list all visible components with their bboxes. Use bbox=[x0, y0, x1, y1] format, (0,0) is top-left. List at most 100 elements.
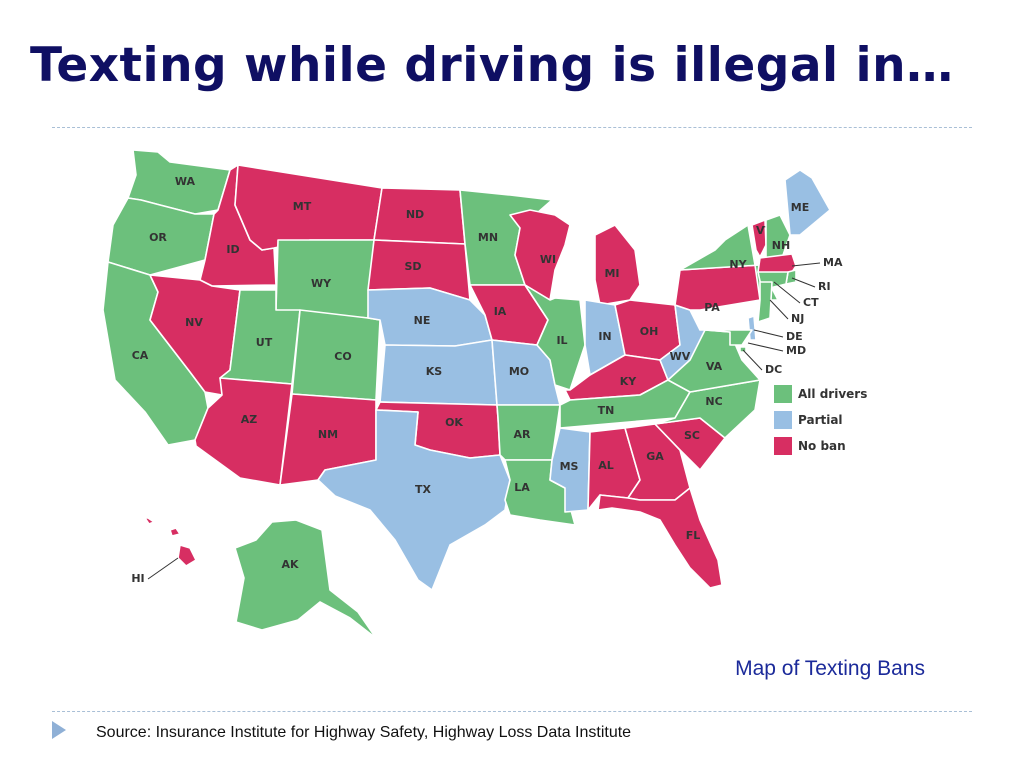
legend-swatch-partial bbox=[774, 411, 792, 429]
state-label-tx: TX bbox=[415, 483, 432, 496]
state-label-nc: NC bbox=[705, 395, 722, 408]
state-label-de: DE bbox=[786, 330, 803, 343]
state-ak: AK bbox=[234, 519, 377, 639]
state-nh: NH bbox=[765, 214, 791, 259]
state-shape-mi bbox=[594, 224, 641, 306]
state-label-pa: PA bbox=[704, 301, 720, 314]
state-label-ct: CT bbox=[803, 296, 819, 309]
state-label-ak: AK bbox=[281, 558, 299, 571]
state-shape-vt bbox=[751, 219, 767, 258]
state-label-me: ME bbox=[791, 201, 809, 214]
state-shape-hi bbox=[177, 544, 197, 567]
state-label-ny: NY bbox=[729, 258, 747, 271]
top-divider bbox=[52, 127, 972, 128]
state-label-al: AL bbox=[598, 459, 614, 472]
legend-item-partial: Partial bbox=[774, 407, 867, 433]
state-nd: ND bbox=[373, 187, 466, 245]
state-shape-tx bbox=[317, 409, 511, 591]
leader-line-hi bbox=[147, 557, 179, 580]
state-label-mt: MT bbox=[293, 200, 312, 213]
state-label-co: CO bbox=[334, 350, 351, 363]
source-text: Source: Insurance Institute for Highway … bbox=[96, 724, 632, 741]
state-label-ia: IA bbox=[494, 305, 507, 318]
state-label-or: OR bbox=[149, 231, 167, 244]
leader-line-ma bbox=[791, 262, 821, 267]
state-label-ne: NE bbox=[414, 314, 431, 327]
state-label-sc: SC bbox=[684, 429, 700, 442]
state-shape-md bbox=[704, 329, 753, 346]
state-label-wa: WA bbox=[175, 175, 196, 188]
legend-label-all: All drivers bbox=[798, 387, 868, 401]
state-ks: KS bbox=[379, 339, 498, 406]
state-label-fl: FL bbox=[686, 529, 701, 542]
state-shape-dc bbox=[739, 346, 747, 353]
state-ar: AR bbox=[496, 404, 561, 461]
leader-line-nj bbox=[769, 299, 789, 320]
state-shape-nj bbox=[757, 281, 773, 323]
state-nj: NJ bbox=[757, 281, 804, 325]
state-label-nj: NJ bbox=[791, 312, 804, 325]
state-label-md: MD bbox=[786, 344, 806, 357]
state-ri: RI bbox=[785, 269, 831, 293]
us-texting-ban-map: WA OR CA ID NV MT WY UT AZ CO NM ND SD NE KS OK TX MN IA MO… bbox=[100, 140, 860, 650]
map-caption: Map of Texting Bans bbox=[735, 657, 925, 680]
state-co: CO bbox=[291, 309, 381, 401]
us-map-svg: WA OR CA ID NV MT WY UT AZ CO NM ND SD NE KS OK TX MN IA MO… bbox=[102, 149, 843, 639]
state-hi: HI bbox=[131, 517, 197, 585]
state-label-oh: OH bbox=[640, 325, 659, 338]
state-wi: WI bbox=[509, 209, 571, 301]
leader-line-ct bbox=[773, 281, 801, 304]
state-label-mi: MI bbox=[604, 267, 619, 280]
legend-label-none: No ban bbox=[798, 439, 846, 453]
state-pa: PA bbox=[674, 264, 761, 314]
state-label-nd: ND bbox=[406, 208, 424, 221]
state-shape-co bbox=[291, 309, 381, 401]
state-ms: MS bbox=[549, 427, 591, 513]
leader-line-ri bbox=[791, 277, 816, 288]
state-label-wv: WV bbox=[670, 350, 691, 363]
state-label-ar: AR bbox=[514, 428, 532, 441]
state-label-tn: TN bbox=[598, 404, 615, 417]
legend-swatch-all bbox=[774, 385, 792, 403]
state-tx: TX bbox=[317, 409, 511, 591]
state-wv: WV bbox=[659, 304, 706, 381]
state-label-ut: UT bbox=[256, 336, 273, 349]
leader-line-md bbox=[747, 342, 784, 352]
state-az: AZ bbox=[194, 377, 293, 486]
state-label-nv: NV bbox=[185, 316, 203, 329]
legend-swatch-none bbox=[774, 437, 792, 455]
state-label-la: LA bbox=[514, 481, 530, 494]
state-label-ky: KY bbox=[620, 375, 638, 388]
state-label-dc: DC bbox=[765, 363, 782, 376]
state-sc: SC bbox=[654, 417, 726, 471]
state-label-hi: HI bbox=[131, 572, 144, 585]
state-label-il: IL bbox=[556, 334, 567, 347]
state-label-ri: RI bbox=[818, 280, 831, 293]
state-shape-wi bbox=[509, 209, 571, 301]
state-label-nh: NH bbox=[772, 239, 790, 252]
state-label-ga: GA bbox=[646, 450, 664, 463]
legend-item-none: No ban bbox=[774, 433, 867, 459]
legend-item-all: All drivers bbox=[774, 381, 867, 407]
state-label-sd: SD bbox=[404, 260, 421, 273]
state-label-wi: WI bbox=[540, 253, 556, 266]
state-label-wy: WY bbox=[311, 277, 332, 290]
slide-title: Texting while driving is illegal in… bbox=[30, 38, 954, 93]
state-shape-hi bbox=[144, 517, 155, 525]
map-legend: All drivers Partial No ban bbox=[774, 381, 867, 459]
bullet-triangle-icon bbox=[52, 721, 66, 744]
state-label-ma: MA bbox=[823, 256, 843, 269]
state-shape-az bbox=[194, 377, 293, 486]
state-label-nm: NM bbox=[318, 428, 338, 441]
state-fl: FL bbox=[597, 487, 723, 589]
state-nm: NM bbox=[279, 393, 377, 486]
state-label-in: IN bbox=[598, 330, 611, 343]
state-label-mn: MN bbox=[478, 231, 498, 244]
leader-line-de bbox=[753, 329, 784, 338]
state-shape-ms bbox=[549, 427, 591, 513]
state-ne: NE bbox=[367, 287, 493, 347]
state-label-ks: KS bbox=[426, 365, 443, 378]
state-me: ME bbox=[784, 169, 831, 236]
state-label-ms: MS bbox=[560, 460, 579, 473]
state-shape-nh bbox=[765, 214, 791, 259]
